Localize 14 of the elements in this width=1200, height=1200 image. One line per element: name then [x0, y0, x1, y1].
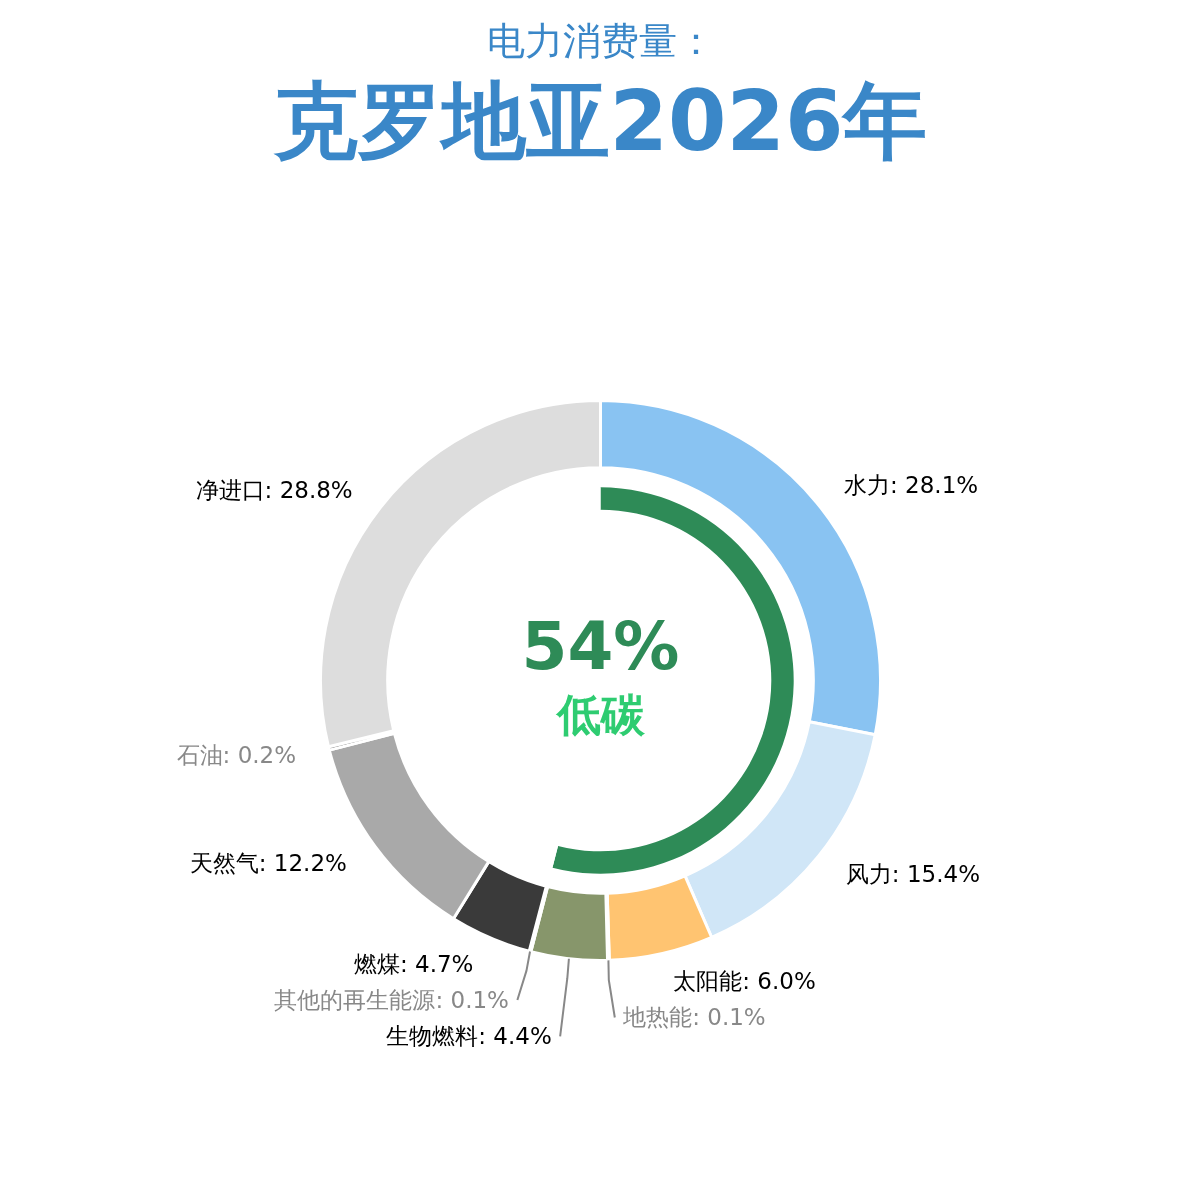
slice-label: 石油: 0.2%: [176, 742, 297, 769]
text: 54%: [521, 608, 680, 686]
slice-label: 地热能: 0.1%: [622, 1004, 766, 1031]
slice-label: 净进口: 28.8%: [195, 477, 353, 504]
chart-subtitle: 电力消费量：: [486, 18, 715, 63]
slice-label: 太阳能: 6.0%: [673, 968, 816, 995]
slice-label: 天然气: 12.2%: [189, 850, 347, 877]
chart-title: 克罗地亚2026年: [272, 71, 928, 170]
slice-label: 生物燃料: 4.4%: [386, 1023, 552, 1050]
slice-label: 风力: 15.4%: [845, 860, 981, 887]
slice-label: 水力: 28.1%: [844, 471, 979, 498]
slice-label: 燃煤: 4.7%: [353, 950, 474, 977]
text: 低碳: [554, 688, 646, 740]
slice-label: 其他的再生能源: 0.1%: [274, 986, 509, 1013]
